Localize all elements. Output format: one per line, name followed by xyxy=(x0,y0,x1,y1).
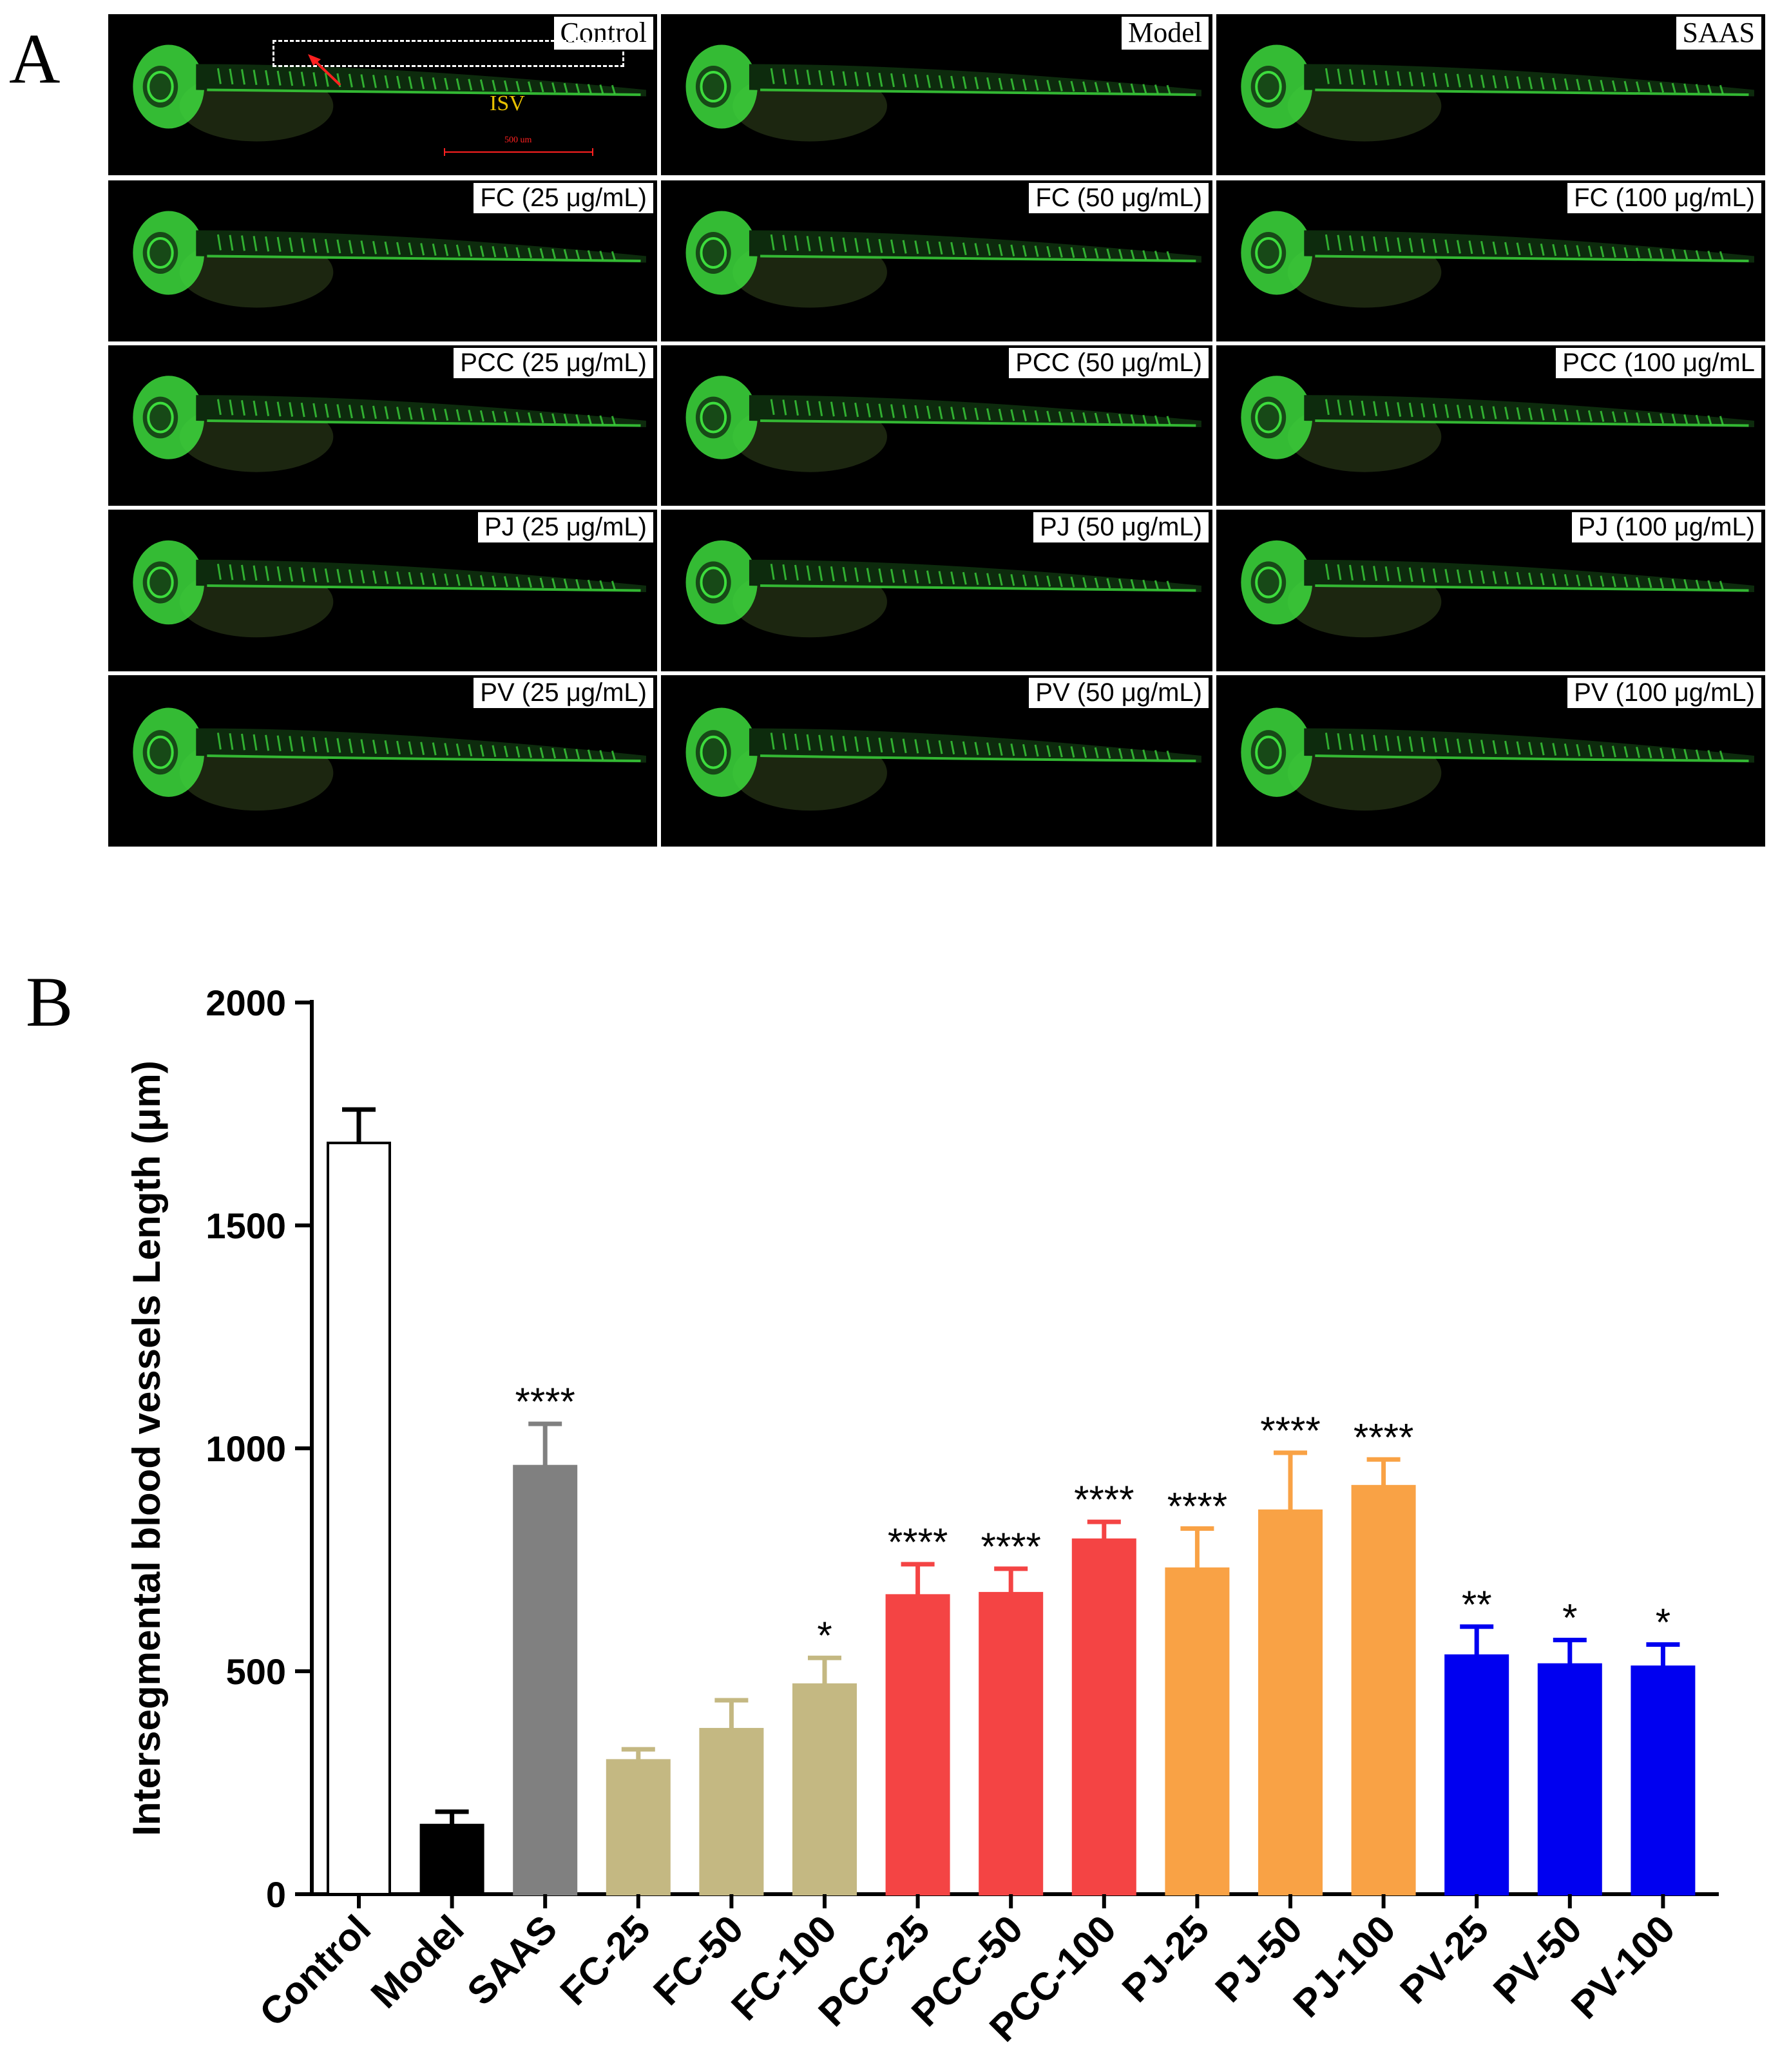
micrograph-cell: PJ (100 μg/mL) xyxy=(1216,510,1765,671)
zebrafish-larva-image xyxy=(133,707,646,811)
isv-arrow-icon xyxy=(308,54,593,156)
significance-label: **** xyxy=(1074,1478,1134,1521)
zebrafish-larva-image xyxy=(685,44,1201,142)
bar-chart: 0 500 1000 1500 2000 Intersegmental blood ves… xyxy=(125,983,1719,2050)
significance-label: ** xyxy=(1462,1583,1492,1626)
y-axis-label: Intersegmental blood vessels Length (μm) xyxy=(125,1060,168,1836)
significance-label: **** xyxy=(515,1380,575,1423)
micrograph-label: SAAS xyxy=(1676,17,1761,50)
zebrafish-larva-image xyxy=(1241,707,1754,811)
micrograph-cell: PCC (100 μg/mL xyxy=(1216,345,1765,506)
zebrafish-larva-image xyxy=(685,376,1201,472)
micrograph-label: PV (50 μg/mL) xyxy=(1029,678,1209,708)
y-tick-label: 1000 xyxy=(206,1428,286,1469)
micrograph-cell: PV (25 μg/mL) xyxy=(108,675,657,847)
bar xyxy=(1631,1665,1696,1895)
micrograph-cell: SAAS xyxy=(1216,14,1765,175)
bar xyxy=(419,1823,484,1895)
y-tick-label: 1500 xyxy=(206,1205,286,1246)
significance-label: * xyxy=(1656,1600,1670,1644)
micrograph-cell: PCC (50 μg/mL) xyxy=(661,345,1212,506)
micrograph-label: PCC (25 μg/mL) xyxy=(454,348,653,378)
micrograph-label: FC (100 μg/mL) xyxy=(1567,183,1761,213)
zebrafish-larva-image xyxy=(133,44,646,142)
micrograph-cell: Control ISV 500 um xyxy=(108,14,657,175)
zebrafish-larva-image xyxy=(1241,44,1754,142)
significance-label: **** xyxy=(1354,1415,1413,1459)
bar xyxy=(606,1759,671,1896)
bar xyxy=(327,1141,391,1896)
zebrafish-larva-image xyxy=(1241,211,1754,308)
y-tick-label: 0 xyxy=(266,1874,286,1915)
bar xyxy=(1444,1654,1509,1896)
bar xyxy=(1071,1538,1136,1895)
zebrafish-larva-image xyxy=(1241,376,1754,472)
significance-label: * xyxy=(817,1614,832,1657)
micrograph-cell: PJ (25 μg/mL) xyxy=(108,510,657,671)
x-tick-label: Control xyxy=(251,1907,379,2035)
y-tick-label: 2000 xyxy=(206,983,286,1023)
bar xyxy=(699,1727,764,1895)
micrograph-label: PJ (50 μg/mL) xyxy=(1033,512,1209,542)
micrograph-cell: Model xyxy=(661,14,1212,175)
significance-label: **** xyxy=(1167,1485,1227,1528)
micrograph-cell: PJ (50 μg/mL) xyxy=(661,510,1212,671)
bar xyxy=(1351,1484,1416,1895)
zebrafish-larva-image xyxy=(685,211,1201,308)
significance-label: **** xyxy=(1260,1409,1320,1452)
panel-a-letter: A xyxy=(9,19,61,98)
x-tick-label: FC-25 xyxy=(552,1907,658,2013)
micrograph-label: PCC (50 μg/mL) xyxy=(1009,348,1209,378)
bar xyxy=(1537,1663,1602,1895)
bar xyxy=(792,1683,857,1895)
y-tick-label: 500 xyxy=(226,1651,286,1692)
significance-label: **** xyxy=(981,1525,1040,1568)
micrograph-label: FC (50 μg/mL) xyxy=(1029,183,1209,213)
isv-annotation: ISV xyxy=(490,91,525,115)
panel-b-letter: B xyxy=(26,963,73,1041)
micrograph-label: PV (25 μg/mL) xyxy=(474,678,653,708)
bar xyxy=(1165,1567,1230,1895)
zebrafish-larva-image xyxy=(133,540,646,638)
micrograph-label: PJ (25 μg/mL) xyxy=(477,512,653,542)
micrograph-cell: PV (100 μg/mL) xyxy=(1216,675,1765,847)
micrograph-cell: FC (100 μg/mL) xyxy=(1216,180,1765,341)
micrograph-cell: PV (50 μg/mL) xyxy=(661,675,1212,847)
bar xyxy=(1258,1509,1323,1895)
zebrafish-larva-image xyxy=(133,211,646,308)
micrograph-cell: FC (50 μg/mL) xyxy=(661,180,1212,341)
micrograph-label: Model xyxy=(1122,17,1209,50)
x-tick-label: PJ-25 xyxy=(1114,1907,1218,2011)
x-tick-label: Model xyxy=(363,1907,472,2017)
bar xyxy=(979,1591,1044,1896)
zebrafish-larva-image xyxy=(133,376,646,472)
significance-label: * xyxy=(1562,1597,1577,1640)
x-tick-label: PJ-100 xyxy=(1285,1907,1404,2026)
x-tick-label: SAAS xyxy=(459,1907,565,2013)
micrograph-label: PJ (100 μg/mL) xyxy=(1571,512,1761,542)
x-tick-label: PV-25 xyxy=(1392,1907,1497,2012)
micrograph-cell: FC (25 μg/mL) xyxy=(108,180,657,341)
significance-label: **** xyxy=(888,1520,948,1564)
micrograph-grid: Control ISV 500 um Model SAAS FC (25 μg/mL) FC… xyxy=(0,0,1780,857)
bar xyxy=(513,1464,578,1895)
bar xyxy=(885,1594,950,1895)
isv-region-box xyxy=(273,40,624,67)
zebrafish-larva-image xyxy=(685,707,1201,811)
micrograph-label: FC (25 μg/mL) xyxy=(474,183,653,213)
x-tick-label: PV-100 xyxy=(1563,1907,1683,2028)
micrograph-label: Control xyxy=(553,17,653,50)
micrograph-label: PCC (100 μg/mL xyxy=(1556,348,1761,378)
zebrafish-larva-image xyxy=(685,540,1201,638)
scale-bar-label: 500 um xyxy=(504,135,532,145)
zebrafish-larva-image xyxy=(1241,540,1754,638)
micrograph-cell: PCC (25 μg/mL) xyxy=(108,345,657,506)
micrograph-label: PV (100 μg/mL) xyxy=(1567,678,1761,708)
